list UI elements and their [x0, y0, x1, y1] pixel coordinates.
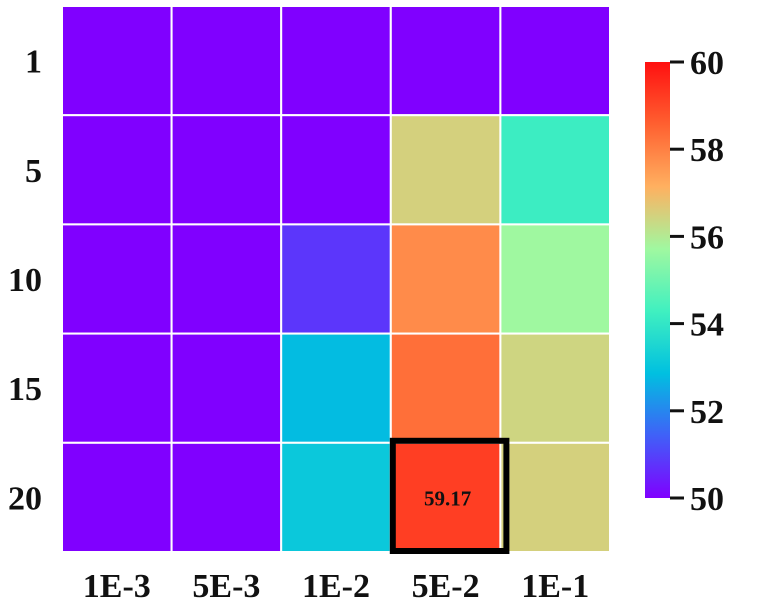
heatmap-cell-r1-c3 [389, 114, 502, 226]
y-tick-label: 15 [8, 371, 42, 408]
x-tick-label: 1E-1 [521, 568, 589, 605]
heatmap-cell-r0-c4 [499, 5, 611, 117]
y-tick-label: 5 [25, 153, 42, 190]
heatmap-cell-r3-c1 [170, 332, 283, 444]
heatmap-cell-r4-c0 [61, 441, 173, 553]
colorbar-tick-label: 58 [690, 132, 724, 169]
heatmap-cell-r2-c1 [170, 223, 283, 335]
heatmap-cell-r1-c0 [61, 114, 173, 226]
heatmap-cell-r4-c4 [499, 441, 611, 553]
heatmap-cell-r4-c1 [170, 441, 283, 553]
colorbar-tick-label: 60 [690, 45, 724, 82]
x-tick-label: 5E-3 [192, 568, 260, 605]
heatmap-cell-r1-c1 [170, 114, 283, 226]
heatmap-cell-r2-c3 [389, 223, 502, 335]
colorbar: 50 52 54 56 58 60 [645, 45, 724, 518]
colorbar-gradient [645, 62, 670, 498]
y-tick-label: 20 [8, 480, 42, 517]
highlight-box [389, 437, 510, 554]
highlight-group: 59.17 [389, 437, 510, 554]
colorbar-tick-label: 50 [690, 481, 724, 518]
heatmap-cell-r4-c2 [280, 441, 392, 553]
heatmap-cell-r3-c0 [61, 332, 173, 444]
colorbar-tick-label: 52 [690, 394, 724, 431]
x-tick-label: 1E-2 [302, 568, 370, 605]
heatmap-cell-r2-c4 [499, 223, 611, 335]
x-tick-label: 5E-2 [412, 568, 480, 605]
heatmap-cells [61, 5, 611, 553]
heatmap-cell-r0-c2 [280, 5, 392, 117]
y-tick-label: 1 [25, 44, 42, 81]
heatmap-cell-r1-c2 [280, 114, 392, 226]
colorbar-tick-label: 54 [690, 307, 724, 344]
heatmap-cell-r3-c4 [499, 332, 611, 444]
heatmap-cell-r3-c3 [389, 332, 502, 444]
heatmap-cell-r3-c2 [280, 332, 392, 444]
heatmap-cell-r2-c2 [280, 223, 392, 335]
y-tick-label: 10 [8, 262, 42, 299]
heatmap-cell-r0-c0 [61, 5, 173, 117]
highlight-value-label: 59.17 [424, 486, 471, 510]
heatmap-cell-r2-c0 [61, 223, 173, 335]
x-tick-label: 1E-3 [83, 568, 151, 605]
heatmap-cell-r0-c3 [389, 5, 502, 117]
heatmap-cell-r4-c3 [389, 441, 502, 553]
colorbar-tick-label: 56 [690, 219, 724, 256]
heatmap-cell-r1-c4 [499, 114, 611, 226]
heatmap-cell-r0-c1 [170, 5, 283, 117]
x-tick-labels: 1E-3 5E-3 1E-2 5E-2 1E-1 [83, 568, 589, 605]
